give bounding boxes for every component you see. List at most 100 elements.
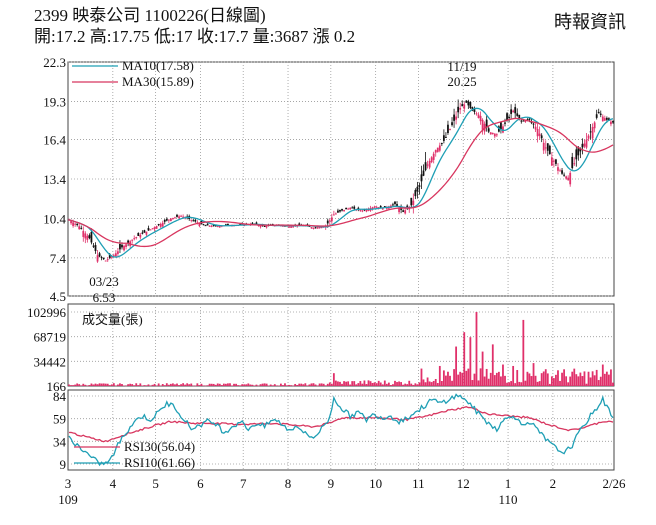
volume-bar xyxy=(577,376,580,386)
volume-bar xyxy=(581,376,584,386)
volume-bar xyxy=(579,372,582,386)
candle-body xyxy=(308,225,311,227)
price-tick-label: 16.4 xyxy=(43,133,66,148)
volume-bar xyxy=(339,381,341,386)
candle-body xyxy=(526,119,529,121)
candle-body xyxy=(165,219,168,221)
volume-bar xyxy=(229,383,231,386)
candle-body xyxy=(524,120,527,122)
candle-body xyxy=(94,245,97,251)
volume-bar xyxy=(279,383,282,386)
candle-body xyxy=(70,221,72,224)
candle-body xyxy=(182,216,185,218)
price-legend-label: MA30(15.89) xyxy=(122,74,194,89)
volume-bar xyxy=(363,380,366,386)
volume-bar xyxy=(286,385,288,386)
candle-body xyxy=(605,117,608,120)
candle-body xyxy=(172,217,174,219)
candle-body xyxy=(506,113,508,121)
volume-bar xyxy=(269,384,272,386)
x-tick-label: 2/26 xyxy=(602,476,626,491)
volume-bar xyxy=(595,369,598,386)
volume-bar xyxy=(447,371,449,386)
volume-bar xyxy=(100,383,103,386)
volume-bar xyxy=(585,383,588,386)
volume-bar xyxy=(502,364,504,386)
volume-bar xyxy=(524,380,527,386)
volume-bar xyxy=(467,368,470,386)
candle-body xyxy=(84,233,87,239)
volume-bar xyxy=(565,376,568,386)
x-tick-label: 3 xyxy=(65,476,72,491)
candle-body xyxy=(563,174,565,176)
candle-body xyxy=(579,147,582,152)
volume-bar xyxy=(108,385,111,386)
rsi-tick-label: 84 xyxy=(53,389,67,404)
volume-bar xyxy=(235,383,237,386)
volume-bars xyxy=(68,312,614,387)
volume-bar xyxy=(520,382,523,386)
volume-bar xyxy=(145,385,148,386)
volume-bar xyxy=(500,376,502,386)
candle-body xyxy=(561,170,563,174)
volume-bar xyxy=(245,384,248,386)
volume-bar xyxy=(249,384,252,386)
volume-bar xyxy=(320,383,323,386)
volume-bar xyxy=(255,384,258,386)
volume-bar xyxy=(178,385,180,386)
volume-bar xyxy=(555,374,557,386)
candle-body xyxy=(363,209,366,211)
candle-body xyxy=(544,147,547,149)
volume-bar xyxy=(481,351,484,386)
volume-bar xyxy=(536,381,539,386)
candle-body xyxy=(153,227,156,230)
candle-body xyxy=(98,253,101,257)
volume-bar xyxy=(491,344,494,386)
candle-body xyxy=(318,226,321,229)
volume-bar xyxy=(353,381,356,386)
candle-body xyxy=(202,224,205,226)
volume-bar xyxy=(546,373,549,386)
volume-bar xyxy=(300,383,303,386)
candle-body xyxy=(335,213,337,215)
candle-body xyxy=(540,135,543,139)
volume-bar xyxy=(196,383,199,386)
volume-bar xyxy=(290,385,292,386)
x-tick-label: 5 xyxy=(152,476,159,491)
candle-body xyxy=(410,197,413,206)
candle-body xyxy=(206,223,209,226)
candle-body xyxy=(167,219,170,221)
volume-bar xyxy=(151,384,154,386)
volume-bar xyxy=(408,380,411,386)
candle-body xyxy=(214,225,217,227)
volume-bar xyxy=(259,384,262,386)
candle-body xyxy=(316,227,319,229)
candles xyxy=(68,99,614,263)
candle-body xyxy=(577,146,580,156)
high-annotation-date: 11/19 xyxy=(447,59,476,74)
volume-bar xyxy=(528,373,531,386)
candle-body xyxy=(412,200,415,205)
candle-body xyxy=(571,156,574,169)
chart-title: 2399 映泰公司 1100226(日線圖) xyxy=(34,6,266,25)
volume-bar xyxy=(172,383,174,386)
candle-body xyxy=(292,225,295,228)
candle-body xyxy=(174,217,176,219)
candle-body xyxy=(180,215,182,217)
price-tick-label: 4.5 xyxy=(50,289,66,304)
volume-bar xyxy=(127,384,130,386)
candle-body xyxy=(573,163,576,165)
volume-bar xyxy=(493,375,496,386)
volume-bar xyxy=(251,384,254,386)
candle-body xyxy=(149,229,152,231)
candle-body xyxy=(312,227,315,229)
candle-body xyxy=(457,106,460,113)
volume-bar xyxy=(227,383,229,386)
candle-body xyxy=(502,126,504,133)
candle-body xyxy=(135,237,138,239)
volume-bar xyxy=(453,369,455,386)
candle-body xyxy=(495,134,498,136)
volume-bar xyxy=(430,382,433,386)
volume-bar xyxy=(514,383,517,386)
candle-body xyxy=(451,122,453,126)
